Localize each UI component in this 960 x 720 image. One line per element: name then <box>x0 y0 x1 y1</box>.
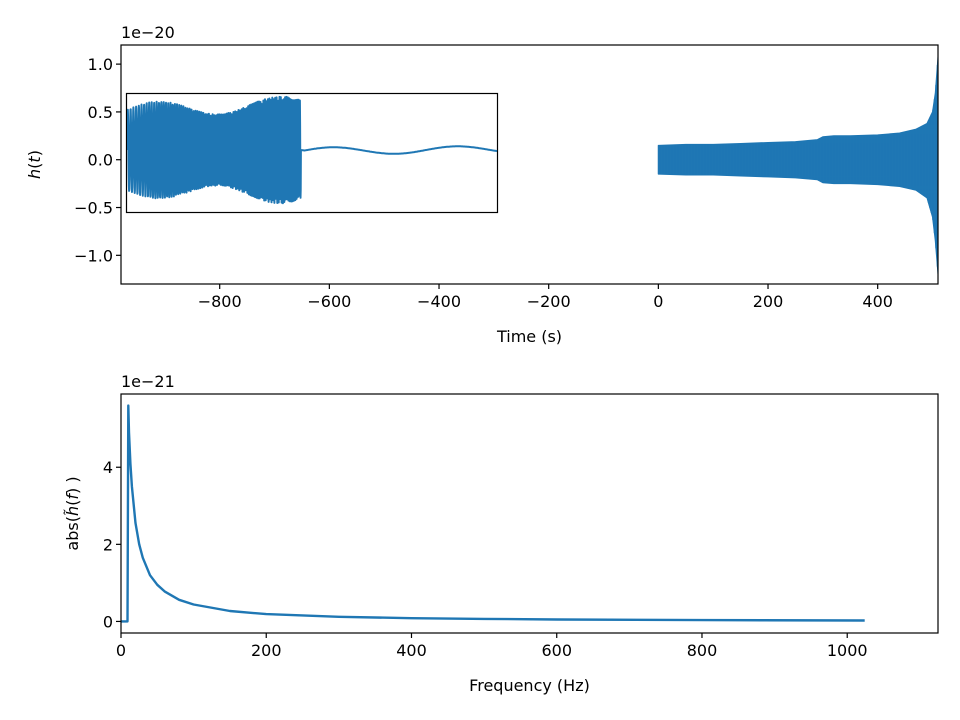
inset-waveform-line <box>127 95 498 205</box>
y-tick-label: 4 <box>103 458 113 477</box>
x-tick-label: 0 <box>653 292 663 311</box>
time-domain-frame <box>120 44 939 285</box>
frequency-domain-y-axis-label: abs(h̃(f) ) <box>63 476 82 550</box>
x-tick-label: 400 <box>396 641 427 660</box>
x-tick-label: 200 <box>753 292 784 311</box>
time-domain-x-axis-label: Time (s) <box>496 327 562 346</box>
time-domain-y-axis-label: h(t) <box>25 150 44 179</box>
x-tick-label: 800 <box>687 641 718 660</box>
y-tick-label: 0.5 <box>88 103 113 122</box>
time-domain-y-ticks: −1.0 −0.5 0.0 0.5 1.0 <box>74 55 121 265</box>
y-tick-label: −1.0 <box>74 246 113 265</box>
frequency-domain-x-ticks: 0 200 400 600 800 1000 <box>116 633 868 660</box>
ylabel-prefix: abs( <box>63 516 82 551</box>
x-tick-label: 400 <box>862 292 893 311</box>
frequency-domain-y-ticks: 0 2 4 <box>103 458 121 631</box>
inset-zoom-plot <box>125 92 499 214</box>
x-tick-label: 1000 <box>827 641 868 660</box>
inset-waveform <box>127 95 498 205</box>
time-domain-offset-text: 1e−20 <box>121 23 175 42</box>
ylabel-suffix: ) <box>63 476 82 487</box>
y-tick-label: 1.0 <box>88 55 113 74</box>
y-tick-label: −0.5 <box>74 199 113 218</box>
frequency-domain-offset-text: 1e−21 <box>121 372 175 391</box>
frequency-domain-plot-area <box>121 404 865 623</box>
ylabel-base: h̃ <box>63 506 82 516</box>
x-tick-label: 600 <box>541 641 572 660</box>
frequency-domain-axes: 0 200 400 600 800 1000 0 2 4 1e−21 Frequency (H… <box>63 372 939 695</box>
ylabel-arg: t <box>25 156 44 163</box>
x-tick-label: −600 <box>307 292 351 311</box>
frequency-domain-x-axis-label: Frequency (Hz) <box>469 676 590 695</box>
y-tick-label: 2 <box>103 535 113 554</box>
y-tick-label: 0 <box>103 612 113 631</box>
time-domain-plot-area <box>657 56 938 275</box>
time-domain-axes: −800 −600 −400 −200 0 200 400 −1.0 −0.5 0.0 0.5 1.… <box>25 23 939 346</box>
time-domain-x-ticks: −800 −600 −400 −200 0 200 400 <box>198 284 893 311</box>
y-tick-label: 0.0 <box>88 151 113 170</box>
waveform-oscillation <box>657 65 938 267</box>
x-tick-label: −800 <box>198 292 242 311</box>
x-tick-label: 0 <box>116 641 126 660</box>
x-tick-label: −200 <box>527 292 571 311</box>
spectrum-line <box>121 404 865 623</box>
ylabel-arg: f <box>63 492 82 500</box>
x-tick-label: −400 <box>417 292 461 311</box>
ylabel-base: h <box>25 169 44 179</box>
x-tick-label: 200 <box>251 641 282 660</box>
frequency-domain-frame <box>120 393 939 634</box>
